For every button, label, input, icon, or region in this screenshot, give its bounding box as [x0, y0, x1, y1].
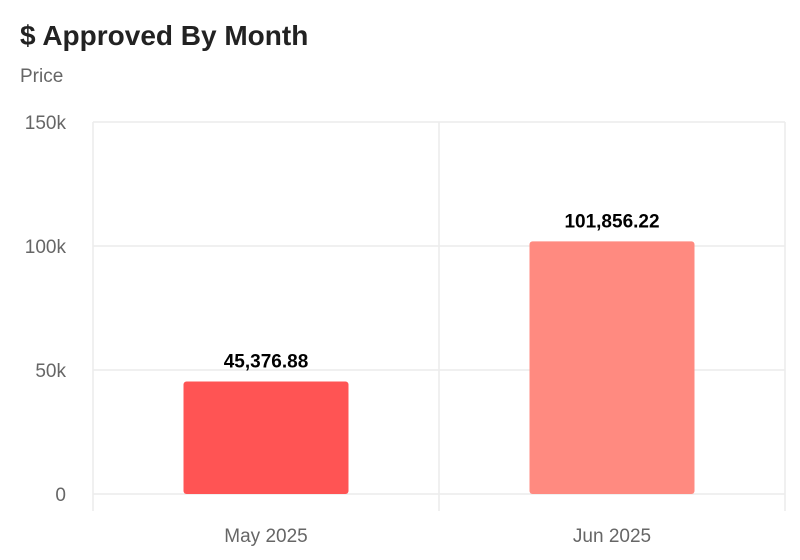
- y-axis-label: Price: [20, 66, 64, 87]
- bar-value-label: 101,856.22: [564, 211, 659, 232]
- bar: [529, 241, 695, 494]
- bar-value-label: 45,376.88: [224, 351, 309, 372]
- y-tick-label: 100k: [25, 237, 67, 258]
- y-tick-label: 50k: [35, 361, 66, 382]
- bar: [183, 381, 349, 494]
- y-tick-label: 150k: [25, 113, 67, 134]
- y-tick-label: 0: [55, 485, 66, 506]
- chart-title: $ Approved By Month: [20, 20, 309, 51]
- x-tick-label: May 2025: [224, 526, 307, 547]
- x-tick-label: Jun 2025: [573, 526, 651, 547]
